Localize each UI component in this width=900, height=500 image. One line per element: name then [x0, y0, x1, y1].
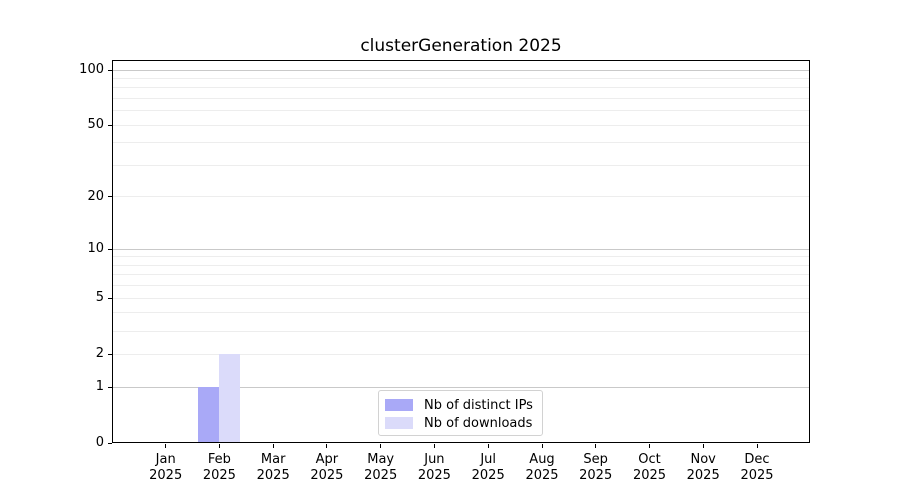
x-tick-year: 2025 [686, 468, 720, 483]
y-tick-mark [108, 248, 112, 250]
legend-row: Nb of distinct IPs [385, 396, 542, 414]
x-tick-year: 2025 [364, 468, 398, 483]
y-tick-mark [108, 297, 112, 299]
y-tick-mark [108, 442, 112, 444]
x-tick-year: 2025 [471, 468, 505, 483]
x-tick-mark [326, 444, 328, 448]
minor-gridline [113, 77, 809, 79]
legend-swatch [385, 417, 413, 429]
major-gridline [113, 248, 809, 250]
minor-gridline [113, 87, 809, 89]
chart-title: clusterGeneration 2025 [360, 36, 562, 56]
x-tick-mark [756, 444, 758, 448]
x-tick-month: Jul [480, 452, 497, 467]
minor-gridline [113, 285, 809, 287]
y-tick-mark [108, 124, 112, 126]
x-tick-label: Oct 2025 [615, 452, 685, 484]
legend: Nb of distinct IPs Nb of downloads [378, 390, 543, 436]
x-tick-year: 2025 [525, 468, 559, 483]
x-tick-mark [165, 444, 167, 448]
minor-gridline [113, 312, 809, 314]
x-tick-year: 2025 [256, 468, 290, 483]
x-tick-month: Jan [155, 452, 176, 467]
x-tick-mark [702, 444, 704, 448]
x-tick-month: Jun [424, 452, 445, 467]
y-tick-mark [108, 353, 112, 355]
x-tick-month: Apr [315, 452, 339, 467]
x-tick-label: Nov 2025 [668, 452, 738, 484]
x-tick-label: Jul 2025 [453, 452, 523, 484]
legend-label: Nb of downloads [424, 415, 533, 431]
x-tick-month: Dec [744, 452, 770, 467]
y-tick-label: 5 [95, 290, 104, 306]
x-tick-month: Nov [690, 452, 716, 467]
x-tick-month: Aug [529, 452, 555, 467]
minor-gridline [113, 256, 809, 258]
x-tick-month: May [367, 452, 395, 467]
x-tick-label: Mar 2025 [238, 452, 308, 484]
minor-gridline [113, 330, 809, 332]
major-gridline [113, 69, 809, 71]
minor-gridline [113, 165, 809, 166]
y-tick-label: 20 [87, 188, 104, 204]
x-tick-label: Sep 2025 [561, 452, 631, 484]
legend-swatch [385, 399, 413, 411]
x-tick-mark [595, 444, 597, 448]
x-tick-mark [218, 444, 220, 448]
x-tick-year: 2025 [310, 468, 344, 483]
x-tick-label: Jun 2025 [399, 452, 469, 484]
y-tick-label: 1 [95, 379, 104, 394]
y-tick-label: 0 [95, 435, 104, 450]
x-tick-label: Jan 2025 [131, 452, 201, 484]
x-tick-month: Feb [207, 452, 231, 467]
minor-gridline [113, 353, 809, 355]
x-tick-month: Oct [638, 452, 661, 467]
y-tick-mark [108, 196, 112, 198]
x-tick-mark [541, 444, 543, 448]
x-tick-label: May 2025 [346, 452, 416, 484]
bar-nb-of-downloads [219, 354, 241, 443]
minor-gridline [113, 124, 809, 126]
x-tick-label: Dec 2025 [722, 452, 792, 484]
y-tick-mark [108, 386, 112, 388]
legend-row: Nb of downloads [385, 414, 542, 432]
x-tick-mark [433, 444, 435, 448]
y-tick-label: 100 [79, 62, 104, 77]
x-tick-year: 2025 [632, 468, 667, 483]
major-gridline [113, 386, 809, 388]
x-tick-year: 2025 [417, 468, 451, 483]
minor-gridline [113, 98, 809, 99]
x-tick-month: Sep [583, 452, 608, 467]
y-tick-label: 2 [95, 346, 104, 362]
x-tick-mark [380, 444, 382, 448]
legend-label: Nb of distinct IPs [424, 397, 533, 413]
x-tick-mark [272, 444, 274, 448]
x-tick-mark [649, 444, 650, 448]
x-tick-year: 2025 [149, 468, 183, 483]
minor-gridline [113, 264, 809, 266]
x-tick-year: 2025 [740, 468, 774, 483]
y-tick-label: 10 [87, 241, 104, 257]
x-tick-label: Apr 2025 [292, 452, 362, 484]
minor-gridline [113, 297, 809, 299]
x-tick-label: Feb 2025 [184, 452, 254, 484]
bar-nb-of-distinct-ips [198, 387, 220, 443]
x-tick-label: Aug 2025 [507, 452, 577, 484]
minor-gridline [113, 110, 809, 112]
minor-gridline [113, 196, 809, 198]
x-tick-year: 2025 [202, 468, 236, 483]
minor-gridline [113, 142, 809, 144]
x-tick-mark [487, 444, 489, 448]
minor-gridline [113, 274, 809, 276]
x-tick-year: 2025 [579, 468, 613, 483]
y-tick-label: 50 [87, 117, 104, 133]
y-tick-mark [108, 69, 112, 71]
x-tick-month: Mar [260, 452, 286, 467]
